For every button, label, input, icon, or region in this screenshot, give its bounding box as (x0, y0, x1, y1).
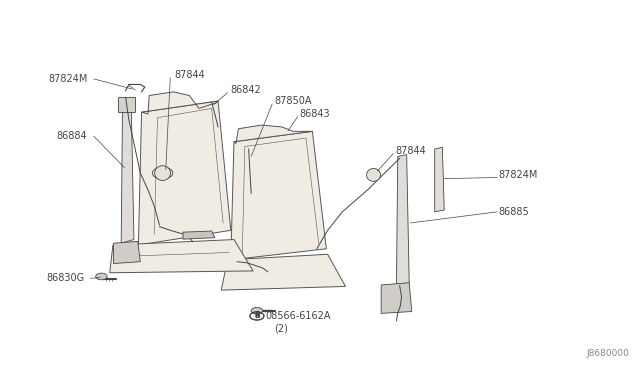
Circle shape (96, 273, 107, 280)
Text: 86842: 86842 (231, 85, 262, 95)
Polygon shape (141, 92, 218, 114)
Text: 87850A: 87850A (274, 96, 312, 106)
Text: 87844: 87844 (395, 146, 426, 156)
Text: 86885: 86885 (499, 207, 529, 217)
Text: B: B (254, 311, 260, 320)
Polygon shape (234, 125, 312, 144)
Circle shape (251, 308, 262, 314)
Text: J8680000: J8680000 (586, 350, 629, 359)
Polygon shape (183, 231, 215, 239)
Text: 87844: 87844 (175, 70, 205, 80)
Ellipse shape (367, 169, 381, 182)
Ellipse shape (155, 166, 171, 180)
Text: B: B (254, 313, 260, 319)
Text: 86830G: 86830G (46, 273, 84, 283)
Polygon shape (381, 283, 412, 313)
Text: 86843: 86843 (300, 109, 330, 119)
Polygon shape (138, 101, 231, 245)
Polygon shape (113, 241, 140, 263)
Polygon shape (221, 254, 346, 290)
Text: 87824M: 87824M (499, 170, 538, 180)
Polygon shape (109, 240, 253, 273)
Polygon shape (396, 155, 409, 286)
Text: 87824M: 87824M (48, 74, 88, 84)
Polygon shape (118, 97, 135, 112)
Text: 86884: 86884 (57, 131, 88, 141)
Polygon shape (435, 147, 444, 212)
Text: 08566-6162A: 08566-6162A (266, 311, 332, 321)
Text: (2): (2) (274, 323, 288, 333)
Polygon shape (231, 131, 326, 260)
Polygon shape (121, 110, 134, 243)
